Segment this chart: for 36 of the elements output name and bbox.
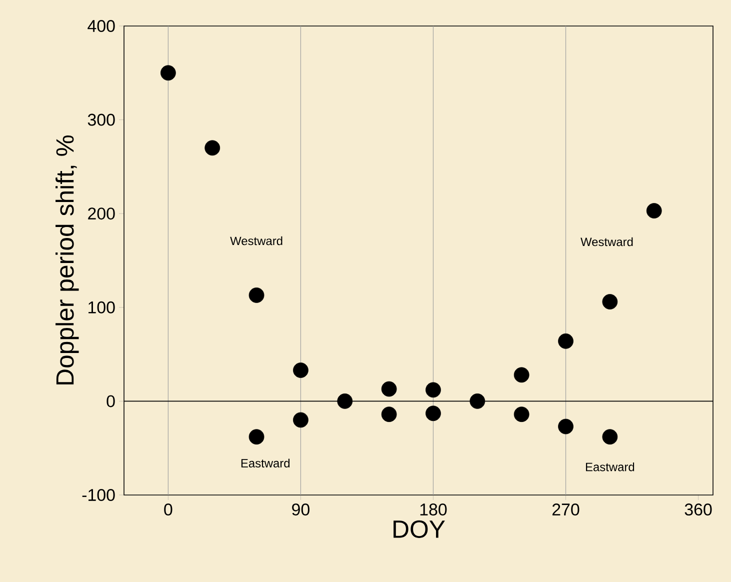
annotation: Westward (580, 237, 633, 246)
y-tick-label: 200 (88, 208, 115, 220)
point (204, 140, 220, 156)
point (381, 381, 397, 397)
point (558, 418, 574, 434)
annotation: Westward (230, 236, 282, 246)
point (646, 203, 662, 218)
x-tick-label: 360 (684, 504, 712, 516)
point (293, 412, 308, 428)
y-tick-label: -100 (82, 488, 115, 501)
point (293, 362, 308, 378)
point (426, 382, 441, 398)
annotation: Eastward (241, 458, 290, 468)
annotation: Eastward (586, 462, 634, 472)
y-axis-title: Doppler period shift, % (56, 135, 79, 384)
point (470, 393, 486, 409)
x-tick-label: 270 (552, 504, 580, 516)
point (248, 287, 264, 303)
point (514, 406, 530, 422)
point (248, 429, 264, 445)
y-tick-label: 300 (88, 114, 115, 126)
point (426, 406, 441, 422)
y-tick-label: 0 (106, 395, 115, 408)
point (514, 367, 530, 383)
point (160, 65, 176, 81)
x-tick-label: 90 (292, 504, 310, 516)
x-tick-label: 180 (420, 504, 447, 516)
point (602, 429, 618, 445)
point (381, 406, 397, 422)
x-axis-title: DOY (394, 520, 445, 538)
y-tick-label: 400 (88, 20, 115, 32)
point (602, 294, 618, 310)
x-tick-label: 0 (164, 504, 172, 516)
y-tick-label: 100 (88, 301, 115, 314)
point (337, 393, 353, 409)
point (558, 333, 574, 349)
